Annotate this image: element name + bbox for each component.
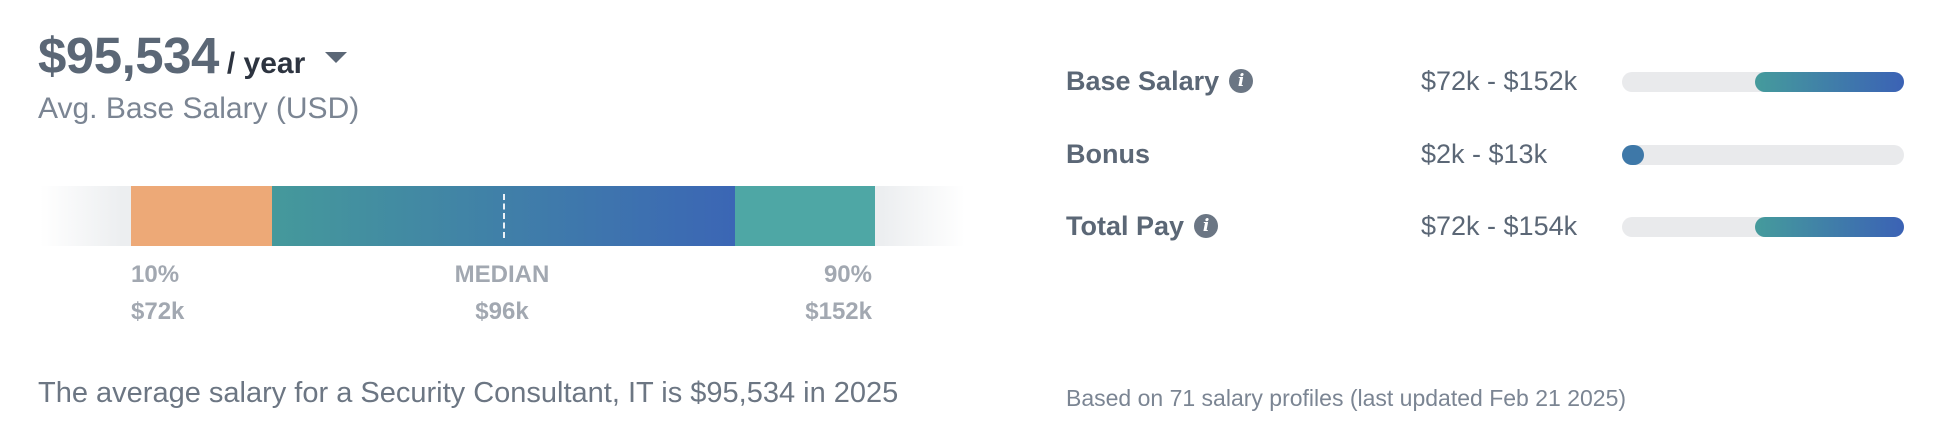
distribution-low-segment <box>131 186 272 246</box>
pay-range-fill <box>1622 145 1644 165</box>
pay-range-fill <box>1754 72 1904 92</box>
pay-range-label: Base Salary <box>1066 65 1220 96</box>
median-value: $96k <box>475 298 529 325</box>
p90-label: 90% <box>823 261 872 288</box>
pay-range-label-wrapper: Bonus <box>1066 134 1150 174</box>
salary-label: Avg. Base Salary (USD) <box>38 92 360 125</box>
distribution-high-segment <box>735 186 875 246</box>
pay-range-label: Total Pay <box>1066 210 1185 241</box>
salary-period: / year <box>226 47 306 80</box>
pay-range-value: $72k - $154k <box>1421 211 1578 241</box>
chevron-down-icon[interactable] <box>325 52 348 63</box>
info-icon[interactable]: i <box>1229 69 1254 93</box>
p10-label: 10% <box>131 261 180 288</box>
pay-range-label-wrapper: Base Salary i <box>1066 61 1254 101</box>
pay-range-track <box>1622 145 1904 165</box>
pay-range-row-bonus: Bonus $2k - $13k <box>1066 134 1906 174</box>
pay-range-track <box>1622 72 1904 92</box>
pay-range-row-base-salary: Base Salary i $72k - $152k <box>1066 61 1906 101</box>
pay-range-label-wrapper: Total Pay i <box>1066 206 1219 246</box>
salary-amount: $95,534 <box>38 27 219 84</box>
pay-range-value: $72k - $152k <box>1421 66 1578 96</box>
pay-range-row-total-pay: Total Pay i $72k - $154k <box>1066 206 1906 246</box>
p10-value: $72k <box>131 298 185 325</box>
salary-headline: $95,534 / year <box>38 26 348 85</box>
pay-range-label: Bonus <box>1066 138 1150 169</box>
pay-range-value: $2k - $13k <box>1421 139 1548 169</box>
salary-distribution-bar <box>40 186 965 246</box>
salary-footnote: Based on 71 salary profiles (last update… <box>1066 385 1627 411</box>
pay-range-fill <box>1754 217 1904 237</box>
salary-summary: The average salary for a Security Consul… <box>38 377 899 409</box>
info-icon[interactable]: i <box>1194 214 1219 238</box>
median-marker <box>503 194 505 238</box>
pay-range-track <box>1622 217 1904 237</box>
p90-value: $152k <box>805 298 872 325</box>
median-label: MEDIAN <box>454 261 550 288</box>
